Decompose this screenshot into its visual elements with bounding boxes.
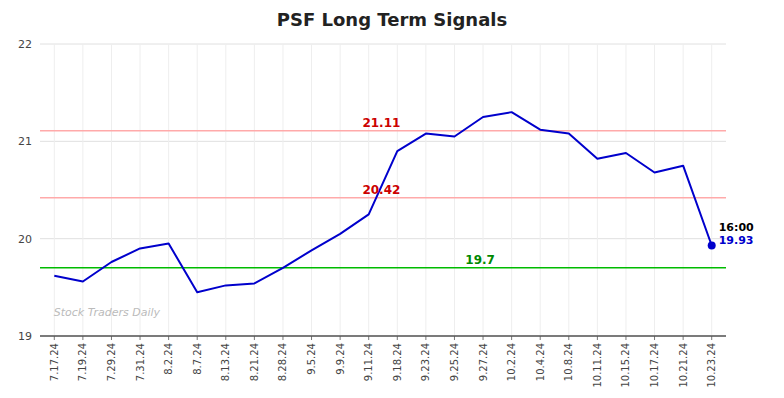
reference-label: 21.11: [362, 116, 400, 130]
x-tick-label: 10.21.24: [678, 343, 689, 388]
x-tick-label: 10.17.24: [649, 343, 660, 388]
grid-line: [425, 44, 426, 336]
grid-line: [454, 44, 455, 336]
grid-line: [311, 44, 312, 336]
reference-label: 19.7: [465, 253, 495, 267]
grid-line: [597, 44, 598, 336]
end-annotation: 19.93: [719, 234, 754, 247]
grid-line: [568, 44, 569, 336]
watermark: Stock Traders Daily: [54, 306, 161, 319]
x-tick-label: 7.19.24: [77, 343, 88, 381]
x-tick-label: 9.23.24: [420, 343, 431, 381]
grid-line: [111, 44, 112, 336]
reference-line: [40, 267, 726, 269]
x-tick-label: 8.28.24: [277, 343, 288, 381]
x-tick-label: 9.18.24: [392, 343, 403, 381]
x-tick-label: 10.11.24: [592, 343, 603, 388]
grid-line: [282, 44, 283, 336]
x-tick-label: 10.4.24: [535, 343, 546, 381]
grid-line: [254, 44, 255, 336]
x-tick-label: 8.21.24: [249, 343, 260, 381]
grid-line: [625, 44, 626, 336]
endpoint: [708, 241, 716, 249]
grid-line: [168, 44, 169, 336]
x-tick-label: 9.25.24: [449, 343, 460, 381]
x-tick-label: 9.9.24: [335, 343, 346, 375]
reference-label: 20.42: [362, 183, 400, 197]
x-tick-label: 7.31.24: [135, 343, 146, 381]
grid-line: [483, 44, 484, 336]
x-tick-label: 10.2.24: [506, 343, 517, 381]
grid-line: [683, 44, 684, 336]
x-tick-label: 10.15.24: [620, 343, 631, 388]
price-line: [54, 112, 711, 292]
x-axis: [40, 335, 726, 337]
x-tick-label: 10.23.24: [706, 343, 717, 388]
grid-line: [540, 44, 541, 336]
grid-line: [54, 44, 55, 336]
grid-line: [225, 44, 226, 336]
x-tick-label: 10.8.24: [563, 343, 574, 381]
grid-line: [654, 44, 655, 336]
x-tick-label: 7.29.24: [106, 343, 117, 381]
grid-line: [40, 238, 726, 239]
x-tick-label: 8.7.24: [192, 343, 203, 375]
y-tick-label: 19: [18, 330, 32, 343]
chart: PSF Long Term Signals 19 20 21 22 7.17.24 7.19…: [0, 0, 784, 398]
x-tick-label: 7.17.24: [49, 343, 60, 381]
grid-line: [40, 44, 726, 45]
grid-line: [40, 141, 726, 142]
x-tick-label: 9.5.24: [306, 343, 317, 375]
reference-line: [40, 130, 726, 132]
end-annotation: 16:00: [719, 221, 754, 234]
x-tick-label: 9.11.24: [363, 343, 374, 381]
grid-line: [511, 44, 512, 336]
grid-line: [40, 336, 726, 337]
x-tick-label: 9.27.24: [478, 343, 489, 381]
y-tick-label: 21: [18, 135, 32, 148]
x-tick-label: 8.13.24: [220, 343, 231, 381]
grid-line: [711, 44, 712, 336]
y-tick-label: 22: [18, 38, 32, 51]
reference-line: [40, 197, 726, 199]
grid-line: [340, 44, 341, 336]
grid-line: [140, 44, 141, 336]
x-tick-label: 8.2.24: [163, 343, 174, 375]
grid-line: [82, 44, 83, 336]
plot-area: [40, 112, 726, 292]
y-tick-label: 20: [18, 233, 32, 246]
title: PSF Long Term Signals: [277, 9, 507, 30]
